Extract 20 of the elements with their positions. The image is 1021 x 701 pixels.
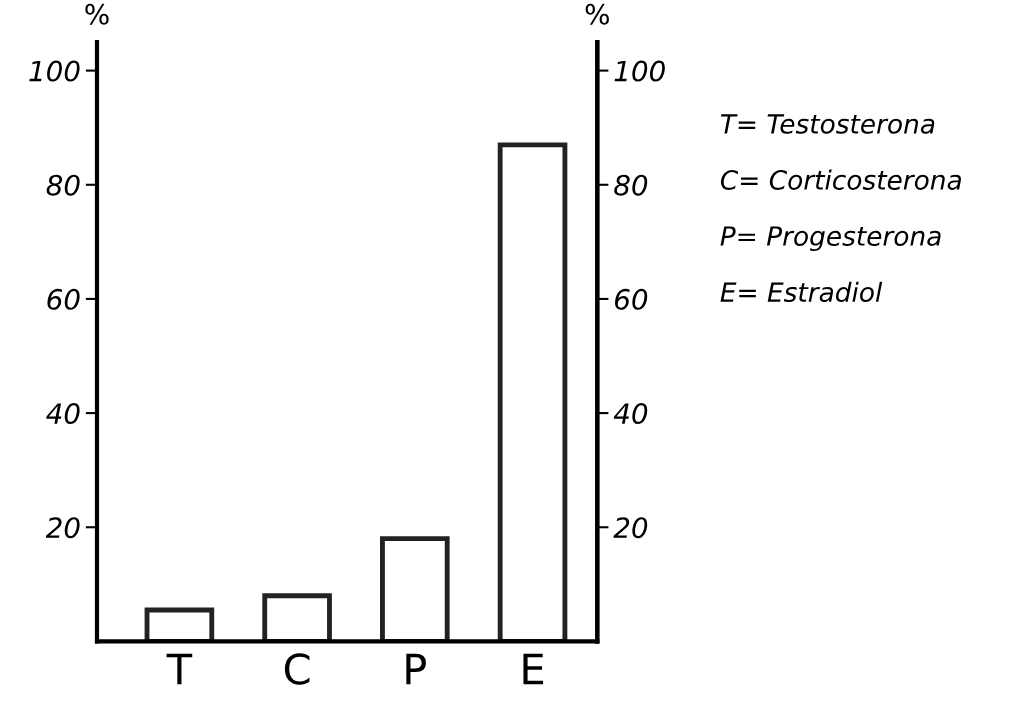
y2-tick-label: 20 [613,517,648,539]
y-tick-label: 40 [46,403,80,425]
x-tick-label: T [166,653,193,685]
y2-tick-label: 80 [614,174,648,196]
y2-axis-title: % [585,3,609,25]
y-tick-label: 60 [47,288,80,310]
y-tick-label: 80 [46,174,80,196]
y2-tick-label: 60 [615,288,648,310]
y-tick-label: 100 [29,60,80,82]
x-tick-label: P [406,653,426,685]
text: C= Corticosterona [720,169,961,190]
y2-tick-label: 40 [613,403,648,425]
y-tick-label: 20 [45,517,80,539]
x-tick-label: C [284,653,310,685]
y-axis-title: % [85,3,109,25]
y2-tick-label: 100 [614,60,665,82]
text: P= Progesterona [720,226,941,252]
text: T= Testosterona [720,114,935,134]
x-tick-label: E [523,653,544,685]
text: E= Estradiol [720,281,883,303]
